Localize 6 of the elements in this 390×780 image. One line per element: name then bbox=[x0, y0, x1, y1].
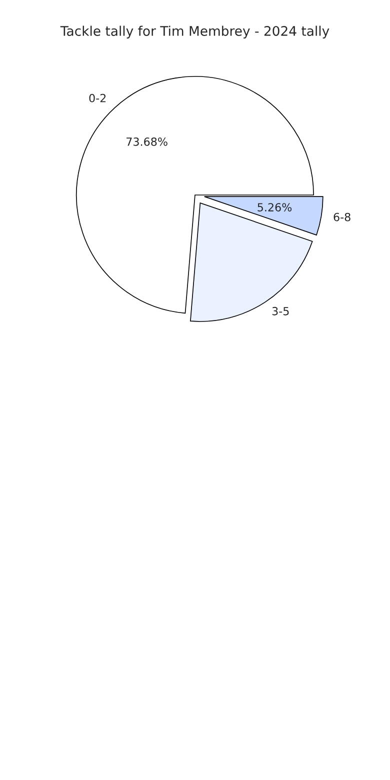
data-label: 5.26% bbox=[258, 203, 292, 212]
slice-label: 3-5 bbox=[272, 306, 289, 316]
slice-label: 6-8 bbox=[334, 212, 350, 222]
chart-title: Tackle tally for Tim Membrey - 2024 tally bbox=[60, 26, 330, 39]
slice-label: 0-2 bbox=[89, 94, 106, 102]
data-label: 73.68% bbox=[126, 137, 168, 146]
